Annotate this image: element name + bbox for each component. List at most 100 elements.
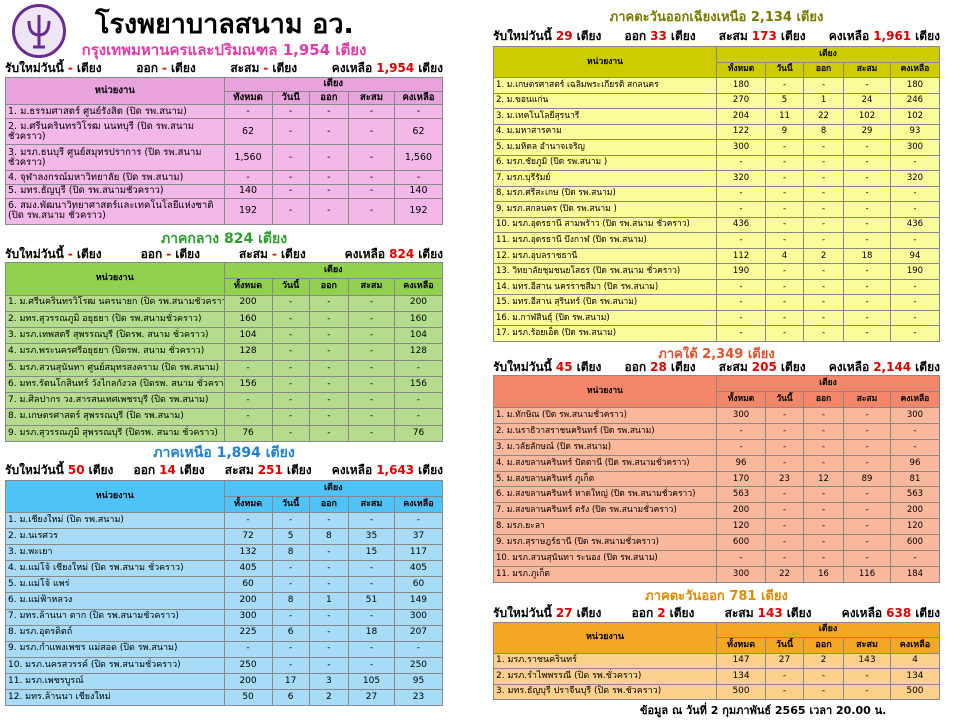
bed-count: - (802, 518, 845, 536)
table-row: 4. จุฬาลงกรณ์มหาวิทยาลัย (ปิด รพ.สนาม) - -… (5, 170, 444, 186)
logo (12, 4, 66, 58)
bed-count: - (271, 408, 310, 426)
header-group: เตียง (716, 375, 940, 392)
summary-value: 1,643 (376, 463, 415, 477)
summary-item: คงเหลือ 2,144 เตียง (829, 358, 940, 377)
bed-count: - (348, 375, 395, 394)
summary-label: รับใหม่วันนี้ (5, 247, 64, 261)
bed-count: - (308, 294, 350, 312)
unit-name: 12. มทร.ล้านนา เชียงใหม่ (5, 688, 225, 707)
bed-count: 405 (223, 560, 273, 578)
bed-count: - (393, 640, 444, 658)
unit-name: 8. มรภ.ยะลา (492, 518, 718, 536)
unit-name: 3. ม.วลัยลักษณ์ (ปิด รพ.สนาม) (492, 438, 718, 456)
bed-count: 117 (393, 544, 444, 562)
summary-label: รับใหม่วันนี้ (493, 606, 552, 620)
header-unit: หน่วยงาน (5, 262, 225, 296)
table-row: 4. ม.มหาสารคาม 122 9 8 29 93 (492, 123, 941, 141)
summary-item: สะสม 173 เตียง (719, 27, 806, 46)
bed-count: - (843, 170, 891, 187)
bed-count: - (765, 201, 804, 218)
summary-value: 824 (389, 247, 415, 261)
header-row: หน่วยงาน เตียง (492, 375, 940, 408)
bed-count: 128 (393, 343, 444, 361)
bed-count: - (393, 359, 444, 377)
summary-item: คงเหลือ 1,961 เตียง (829, 27, 940, 46)
bed-count: - (843, 278, 891, 296)
summary-unit: เตียง (915, 606, 940, 620)
bed-count: - (843, 518, 891, 536)
bed-count: 500 (889, 683, 941, 701)
bed-count: - (348, 197, 395, 226)
bed-count: - (348, 560, 395, 578)
bed-count: - (843, 502, 891, 520)
summary-value: 29 (555, 29, 573, 43)
bed-count: - (716, 325, 767, 342)
header-column: ออก (308, 496, 350, 514)
bed-count: 51 (348, 592, 395, 610)
header-group: เตียง (223, 479, 444, 498)
bed-count: 160 (223, 310, 273, 329)
header-row: หน่วยงาน เตียง (5, 261, 444, 296)
header-group: เตียง (716, 46, 940, 63)
table-row: 3. มทร.ธัญบุรี ปราจีนบุรี (ปิด รพ.ชั่วคร… (492, 683, 941, 701)
bed-count: - (308, 560, 350, 578)
bed-count: - (843, 154, 891, 172)
bed-count: 143 (843, 652, 891, 670)
section-summary: รับใหม่วันนี้ 29 เตียง ออก 33 เตียง สะสม 173 เตี… (493, 27, 940, 46)
unit-name: 6. สมง.พัฒนาวิทยาศาสตร์และเทคโนโลยีแห่งช… (5, 197, 225, 226)
header-column: ทั้งหมด (223, 278, 273, 296)
bed-count: 27 (765, 652, 804, 670)
table-row: 13. วิทยาลัยชุมชนยโสธร (ปิด รพ.สนาม ชั่ว… (492, 263, 941, 280)
table-row: 3. ม.วลัยลักษณ์ (ปิด รพ.สนาม) - - - - - (492, 438, 941, 456)
section-summary: รับใหม่วันนี้ - เตียง ออก - เตียง สะสม - เตียง คง… (5, 59, 443, 78)
table-row: 1. มรภ.ราชนครินทร์ 147 27 2 143 4 (492, 652, 941, 670)
summary-unit: เตียง (576, 360, 602, 374)
bed-count: - (843, 683, 891, 701)
bed-count: 89 (843, 470, 891, 488)
summary-label: ออก (140, 247, 163, 261)
bed-count: - (765, 486, 804, 504)
bed-count: - (716, 278, 767, 296)
table-row: 7. มรภ.บุรีรัมย์ 320- - -320 (492, 170, 941, 187)
section-table: หน่วยงาน เตียง ทั้งหมด วันนี้ ออก สะสม คงเหลือ… (5, 261, 444, 443)
summary-item: คงเหลือ 824 เตียง (345, 245, 443, 264)
bed-count: 204 (716, 108, 767, 125)
table-row: 16. ม.กาฬสินธุ์ (ปิด รพ.สนาม) - - - - - (492, 309, 941, 327)
header-row: หน่วยงาน เตียง (492, 621, 940, 654)
table-row: 10. มรภ.นครสวรรค์ (ปิด รพ.สนามชั่วคราว) 2… (5, 656, 444, 674)
summary-label: สะสม (718, 29, 748, 43)
unit-name: 1. ม.ธรรมศาสตร์ ศูนย์รังสิต (ปิด รพ.สนาม… (5, 104, 225, 120)
bed-count: - (271, 392, 310, 410)
bed-count: 156 (223, 375, 273, 394)
summary-label: รับใหม่วันนี้ (5, 61, 64, 75)
section-title: ภาคตะวันออกเฉียงเหนือ 2,134 เตียง (609, 10, 824, 25)
bed-count: - (802, 278, 845, 296)
bed-count: 1,560 (393, 144, 444, 172)
bed-count: - (348, 184, 395, 199)
bed-count: - (308, 544, 350, 562)
bed-count: - (802, 422, 845, 440)
unit-name: 14. มทร.อีสาน นครราชสีมา (ปิด รพ.สนาม) (492, 278, 718, 296)
bed-count: - (308, 197, 350, 226)
section-summary: รับใหม่วันนี้ 50 เตียง ออก 14 เตียง สะสม 251 เตี… (5, 461, 443, 480)
table-row: 6. ม.สงขลานครินทร์ หาดใหญ่ (ปิด รพ.สนามช… (492, 486, 941, 504)
table-row: 8. ม.เกษตรศาสตร์ สุพรรณบุรี (ปิด รพ.สนาม… (5, 408, 444, 426)
bed-count: 15 (348, 544, 395, 562)
summary-unit: เตียง (88, 463, 114, 477)
summary-item: รับใหม่วันนี้ - เตียง (5, 245, 102, 264)
unit-name: 10. มรภ.นครสวรรค์ (ปิด รพ.สนามชั่วคราว) (5, 656, 225, 674)
header-column: คงเหลือ (889, 61, 941, 79)
bed-count: 250 (223, 656, 273, 674)
table-row: 3. มรภ.เทพสตรี สุพรรณบุรี (ปิดรพ. สนาม ช… (5, 327, 444, 345)
bed-count: - (716, 422, 767, 440)
summary-value: - (271, 247, 277, 261)
summary-item: ออก - เตียง (141, 245, 200, 264)
bed-count: 8 (271, 544, 310, 562)
unit-name: 1. ม.เกษตรศาสตร์ เฉลิมพระเกียรติ สกลนคร (492, 77, 718, 94)
section-title: ภาคเหนือ 1,894 เตียง (153, 445, 295, 461)
table-row: 7. ม.สงขลานครินทร์ ตรัง (ปิด รพ.สนามชั่ว… (492, 502, 941, 520)
bed-count: - (308, 640, 350, 658)
bed-count: - (802, 550, 845, 568)
header-group: เตียง (223, 261, 444, 280)
